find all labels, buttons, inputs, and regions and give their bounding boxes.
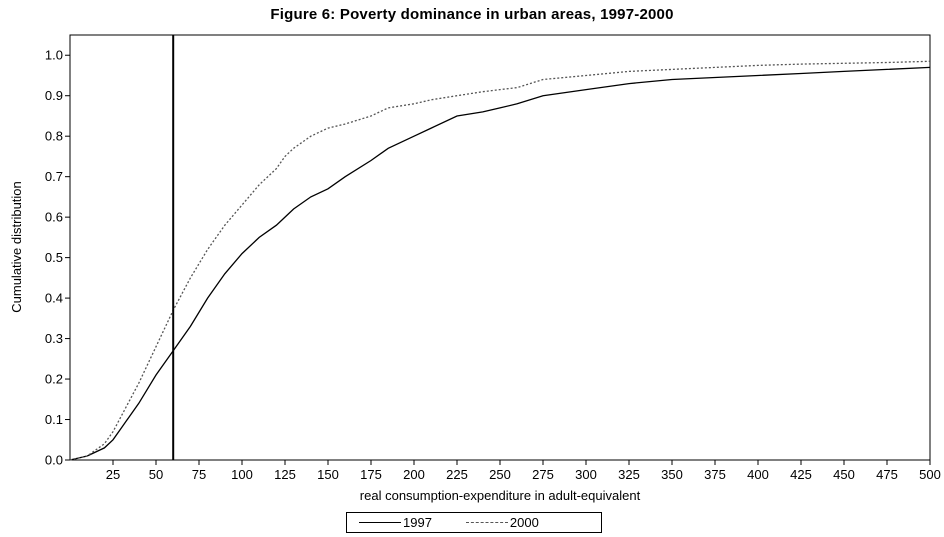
- legend: 1997 2000: [346, 512, 602, 533]
- x-tick-label: 325: [618, 467, 640, 482]
- x-tick-label: 75: [192, 467, 206, 482]
- y-tick-label: 0.1: [45, 412, 63, 427]
- x-tick-label: 225: [446, 467, 468, 482]
- series-line-2000: [69, 60, 931, 461]
- x-tick-label: 400: [747, 467, 769, 482]
- y-tick-label: 0.2: [45, 372, 63, 387]
- y-tick-label: 1.0: [45, 48, 63, 63]
- legend-item-2000: 2000: [465, 515, 539, 530]
- x-tick-label: 275: [532, 467, 554, 482]
- y-tick-label: 0.3: [45, 331, 63, 346]
- legend-label-1997: 1997: [403, 515, 432, 530]
- x-tick-label: 250: [489, 467, 511, 482]
- y-tick-label: 0.5: [45, 250, 63, 265]
- chart-title: Figure 6: Poverty dominance in urban are…: [270, 6, 674, 23]
- x-tick-label: 50: [149, 467, 163, 482]
- y-tick-label: 0.4: [45, 291, 63, 306]
- x-tick-label: 150: [317, 467, 339, 482]
- legend-swatch-2000: [465, 522, 508, 523]
- x-tick-label: 200: [403, 467, 425, 482]
- y-tick-label: 0.0: [45, 453, 63, 468]
- y-tick-label: 0.9: [45, 88, 63, 103]
- x-tick-label: 375: [704, 467, 726, 482]
- series-line-1997: [69, 66, 931, 461]
- x-axis-title: real consumption-expenditure in adult-eq…: [360, 488, 641, 503]
- x-tick-label: 450: [833, 467, 855, 482]
- x-tick-label: 350: [661, 467, 683, 482]
- legend-label-2000: 2000: [509, 515, 539, 530]
- x-tick-label: 100: [231, 467, 253, 482]
- y-tick-label: 0.6: [45, 210, 63, 225]
- x-tick-label: 475: [876, 467, 898, 482]
- x-tick-label: 125: [274, 467, 296, 482]
- y-axis-title: Cumulative distribution: [9, 181, 24, 313]
- legend-item-1997: 1997: [359, 515, 432, 530]
- y-tick-label: 0.7: [45, 169, 63, 184]
- x-tick-label: 300: [575, 467, 597, 482]
- legend-swatch-1997: [359, 522, 401, 523]
- x-tick-label: 175: [360, 467, 382, 482]
- x-tick-label: 25: [106, 467, 120, 482]
- x-tick-label: 500: [919, 467, 941, 482]
- y-tick-label: 0.8: [45, 129, 63, 144]
- plot-frame: [69, 34, 931, 461]
- x-tick-label: 425: [790, 467, 812, 482]
